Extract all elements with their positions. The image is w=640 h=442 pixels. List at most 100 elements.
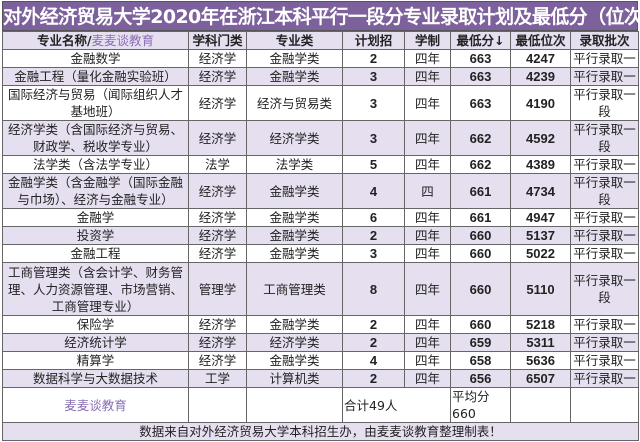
duration: 四年 xyxy=(404,262,451,316)
table-row: 保险学 经济学 金融学类 2 四年 660 5218 平行录取一 xyxy=(2,315,639,334)
major-name: 国际经济与贸易（闻际组织人才基地班） xyxy=(2,85,189,121)
plan-count: 3 xyxy=(342,120,405,156)
duration: 四年 xyxy=(404,333,451,352)
plan-count: 6 xyxy=(342,208,405,227)
major-name: 金融数学 xyxy=(2,49,189,68)
major-class: 经济学类 xyxy=(246,333,343,352)
batch: 平行录取一段 xyxy=(570,173,639,209)
plan-count: 3 xyxy=(342,67,405,86)
min-rank: 5137 xyxy=(510,226,571,245)
table-row: 精算学 经济学 金融学类 4 四年 658 5636 平行录取一 xyxy=(2,351,639,370)
min-score: 661 xyxy=(450,208,511,227)
batch: 平行录取一 xyxy=(570,351,639,370)
admission-table: 专业名称/麦麦谈教育 学科门类 专业类 计划招 学制 最低分↓ 最低位次 录取批… xyxy=(2,31,639,441)
table-row: 投资学 经济学 金融学类 2 四年 660 5137 平行录取一 xyxy=(2,226,639,245)
batch: 平行录取一 xyxy=(570,155,639,174)
major-class: 金融学类 xyxy=(246,351,343,370)
major-class: 金融学类 xyxy=(246,173,343,209)
category: 经济学 xyxy=(188,173,247,209)
page-title: 对外经济贸易大学2020年在浙江本科平行一段分专业录取计划及最低分（位次） xyxy=(2,1,640,31)
duration: 四年 xyxy=(404,67,451,86)
category: 工学 xyxy=(188,369,247,388)
duration: 四年 xyxy=(404,244,451,263)
footer-total: 合计49人 xyxy=(342,387,451,423)
header-plan: 计划招 xyxy=(342,31,405,50)
major-name: 投资学 xyxy=(2,226,189,245)
category: 经济学 xyxy=(188,333,247,352)
plan-count: 2 xyxy=(342,49,405,68)
major-class: 工商管理类 xyxy=(246,262,343,316)
category: 经济学 xyxy=(188,120,247,156)
duration: 四年 xyxy=(404,226,451,245)
plan-count: 3 xyxy=(342,244,405,263)
batch: 平行录取一 xyxy=(570,49,639,68)
major-name: 法学类（含法学专业） xyxy=(2,155,189,174)
summary-row: 麦麦谈教育 合计49人 平均分660 xyxy=(2,387,639,423)
footer-average: 平均分660 xyxy=(450,387,511,423)
duration: 四年 xyxy=(404,120,451,156)
duration: 四年 xyxy=(404,369,451,388)
major-name: 金融工程 xyxy=(2,244,189,263)
min-score: 656 xyxy=(450,369,511,388)
min-rank: 4592 xyxy=(510,120,571,156)
min-score: 662 xyxy=(450,120,511,156)
batch: 平行录取一 xyxy=(570,315,639,334)
min-rank: 6507 xyxy=(510,369,571,388)
category: 经济学 xyxy=(188,67,247,86)
table-row: 金融学 经济学 金融学类 6 四年 661 4947 平行录取一 xyxy=(2,208,639,227)
batch: 平行录取一 xyxy=(570,333,639,352)
header-min-rank: 最低位次 xyxy=(510,31,571,50)
plan-count: 8 xyxy=(342,262,405,316)
min-score: 659 xyxy=(450,333,511,352)
min-rank: 4239 xyxy=(510,67,571,86)
major-class: 计算机类 xyxy=(246,369,343,388)
min-rank: 5636 xyxy=(510,351,571,370)
footer-brand: 麦麦谈教育 xyxy=(2,387,189,423)
major-name: 金融工程（量化金融实验班） xyxy=(2,67,189,86)
min-score: 663 xyxy=(450,85,511,121)
category: 经济学 xyxy=(188,244,247,263)
major-name: 经济学类（含国际经济与贸易、财政学、税收学专业） xyxy=(2,120,189,156)
major-name: 金融学类（含金融学（国际金融与巾场）、经济与金融专业） xyxy=(2,173,189,209)
min-score: 663 xyxy=(450,49,511,68)
header-category: 学科门类 xyxy=(188,31,247,50)
table-row: 金融工程 经济学 金融学类 3 四年 660 5022 平行录取一 xyxy=(2,244,639,263)
header-min-score: 最低分↓ xyxy=(450,31,511,50)
batch: 平行录取一 xyxy=(570,67,639,86)
major-class: 金融学类 xyxy=(246,49,343,68)
min-score: 660 xyxy=(450,315,511,334)
min-rank: 5311 xyxy=(510,333,571,352)
min-score: 660 xyxy=(450,226,511,245)
min-score: 660 xyxy=(450,244,511,263)
major-name: 金融学 xyxy=(2,208,189,227)
major-class: 金融学类 xyxy=(246,208,343,227)
plan-count: 2 xyxy=(342,333,405,352)
min-score: 662 xyxy=(450,155,511,174)
batch: 平行录取一 xyxy=(570,208,639,227)
header-class: 专业类 xyxy=(246,31,343,50)
min-score: 660 xyxy=(450,262,511,316)
min-rank: 4947 xyxy=(510,208,571,227)
table-row: 国际经济与贸易（闻际组织人才基地班） 经济学 经济与贸易类 3 四年 663 4190 平行录… xyxy=(2,85,639,121)
header-batch: 录取批次 xyxy=(570,31,639,50)
major-class: 金融学类 xyxy=(246,315,343,334)
min-rank: 5110 xyxy=(510,262,571,316)
table-row: 金融数学 经济学 金融学类 2 四年 663 4247 平行录取一 xyxy=(2,49,639,68)
plan-count: 5 xyxy=(342,155,405,174)
table-row: 经济统计学 经济学 经济学类 2 四年 659 5311 平行录取一 xyxy=(2,333,639,352)
batch: 平行录取一段 xyxy=(570,262,639,316)
plan-count: 2 xyxy=(342,369,405,388)
min-rank: 4734 xyxy=(510,173,571,209)
table-row: 金融学类（含金融学（国际金融与巾场）、经济与金融专业） 经济学 金融学类 4 四 661 4… xyxy=(2,173,639,209)
major-class: 金融学类 xyxy=(246,67,343,86)
category: 经济学 xyxy=(188,49,247,68)
major-class: 经济与贸易类 xyxy=(246,85,343,121)
major-class: 经济学类 xyxy=(246,120,343,156)
major-name: 精算学 xyxy=(2,351,189,370)
plan-count: 2 xyxy=(342,226,405,245)
major-name: 数据科学与大数据技术 xyxy=(2,369,189,388)
table-header: 专业名称/麦麦谈教育 学科门类 专业类 计划招 学制 最低分↓ 最低位次 录取批… xyxy=(2,31,639,50)
major-name: 经济统计学 xyxy=(2,333,189,352)
batch: 平行录取一 xyxy=(570,226,639,245)
